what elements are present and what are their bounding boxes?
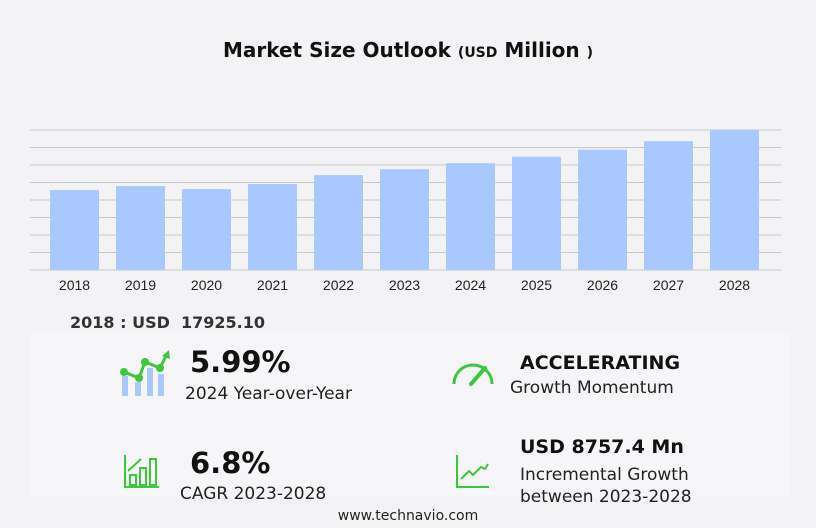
bar-2025 — [512, 156, 561, 270]
bar-2024 — [446, 163, 495, 270]
bar-2028 — [710, 130, 759, 270]
incremental-label-2: between 2023-2028 — [520, 487, 692, 507]
momentum-label: Growth Momentum — [510, 378, 674, 398]
yoy-label: 2024 Year-over-Year — [185, 384, 352, 404]
bar-2023 — [380, 169, 429, 270]
bar-chart: 2018 2019 2020 2021 2022 2023 2024 2025 2026 2027… — [30, 129, 781, 293]
x-tick-label: 2023 — [389, 277, 420, 293]
x-tick-label: 2025 — [521, 277, 552, 293]
bar-2027 — [644, 141, 693, 270]
title-text: Market Size Outlook — [222, 38, 451, 62]
base-year-label: 2018 : USD 17925.10 — [70, 313, 266, 332]
x-tick-label: 2018 — [59, 277, 90, 293]
momentum-value: ACCELERATING — [520, 352, 681, 374]
title-paren-close: ) — [586, 45, 594, 61]
incremental-value: USD 8757.4 Mn — [520, 436, 684, 458]
title-unit2: Million — [504, 38, 580, 62]
cagr-label: CAGR 2023-2028 — [180, 484, 327, 504]
footer-url[interactable]: www.technavio.com — [337, 508, 479, 524]
x-tick-label: 2028 — [719, 277, 750, 293]
speedometer-icon — [452, 363, 494, 386]
bar-2022 — [314, 175, 363, 270]
line-growth-icon — [456, 455, 489, 488]
title-unit: USD — [464, 45, 498, 61]
chart-title: Market Size Outlook (USD Million ) — [0, 38, 816, 62]
x-tick-label: 2021 — [257, 277, 288, 293]
x-tick-label: 2022 — [323, 277, 354, 293]
yoy-value: 5.99% — [190, 345, 291, 379]
x-tick-label: 2024 — [455, 277, 486, 293]
cagr-value: 6.8% — [190, 446, 271, 480]
incremental-label-1: Incremental Growth — [520, 465, 689, 485]
x-tick-label: 2026 — [587, 277, 618, 293]
x-tick-label: 2020 — [191, 277, 222, 293]
bar-2018 — [50, 190, 99, 270]
x-tick-label: 2019 — [125, 277, 156, 293]
bar-2026 — [578, 149, 627, 270]
title-paren: ( — [457, 45, 465, 61]
x-tick-label: 2027 — [653, 277, 684, 293]
bar-growth-icon — [124, 455, 159, 488]
bar-2019 — [116, 186, 165, 270]
growth-chart-icon — [120, 350, 170, 396]
bar-2021 — [248, 184, 297, 270]
bar-2020 — [182, 189, 231, 270]
